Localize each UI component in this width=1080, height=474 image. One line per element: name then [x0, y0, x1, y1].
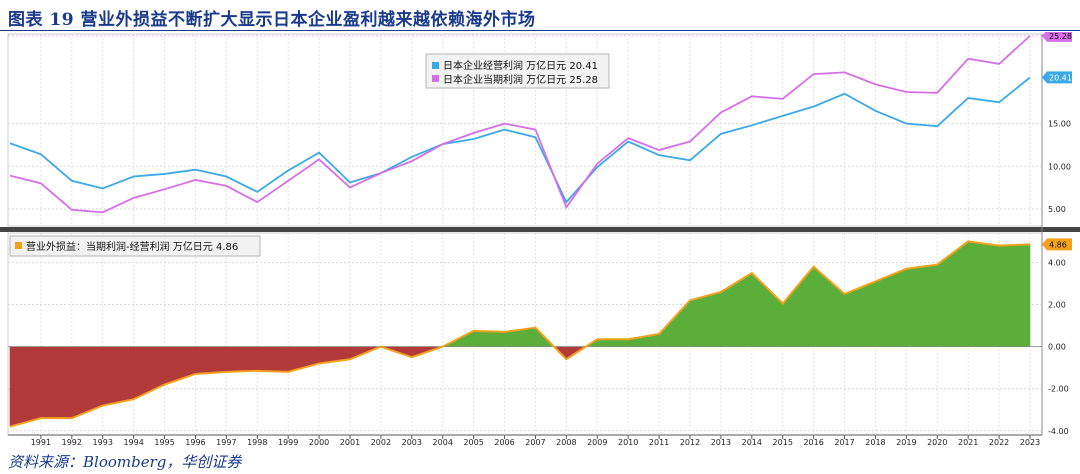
x-tick-label: 2011 [649, 438, 669, 447]
x-tick-labels: 1991 1992 1993 1994 1995 1996 1997 1998 1999 2000… [31, 435, 1040, 447]
difference-last-value-tag-label: 4.86 [1049, 240, 1067, 249]
x-tick-label: 2007 [525, 438, 545, 447]
x-tick-label: 2000 [309, 438, 329, 447]
x-tick-label: 2014 [742, 438, 762, 447]
x-tick-label: 2001 [340, 438, 360, 447]
bottom-legend-box [9, 235, 261, 257]
x-tick-label: 1994 [123, 438, 143, 447]
x-tick-label: 2019 [896, 438, 916, 447]
line-layer [9, 35, 1031, 428]
bottom-y-tick-label: 0.00 [1048, 343, 1066, 352]
positive-area-segment [998, 244, 1031, 347]
top-grid [8, 34, 1042, 226]
legend-label-current: 日本企业当期利润 万亿日元 25.28 [443, 73, 598, 86]
y-tick-labels: 5.00 10.00 15.00 -4.00 -2.00 0.00 2.00 4.00 [1048, 120, 1071, 436]
negative-area-segment [102, 346, 134, 406]
legend-swatch-difference [15, 242, 22, 249]
x-tick-label: 1991 [31, 438, 51, 447]
x-tick-label: 2008 [556, 438, 576, 447]
positive-area-segment [967, 241, 1000, 347]
top-legend-box [425, 53, 610, 89]
negative-area-segment [226, 346, 258, 373]
positive-area-segment [596, 338, 629, 347]
legend-label-operating: 日本企业经营利润 万亿日元 20.41 [443, 59, 598, 72]
last-value-tags: 25.28 20.41 4.86 [8, 32, 1072, 251]
x-tick-label: 1998 [247, 438, 267, 447]
top-y-tick-label: 10.00 [1048, 162, 1071, 171]
negative-area-segment [195, 346, 227, 375]
x-tick-label: 2002 [371, 438, 391, 447]
negative-area-segment [9, 346, 42, 427]
bottom-y-tick-label: -2.00 [1048, 385, 1069, 394]
x-tick-label: 2013 [711, 438, 731, 447]
operating-profit-line [9, 76, 1031, 204]
top-y-tick-label: 5.00 [1048, 205, 1066, 214]
current-profit-last-value-tag-box [1042, 32, 1072, 42]
x-tick-label: 1992 [62, 438, 82, 447]
x-tick-label: 1999 [278, 438, 298, 447]
positive-area-segment [689, 291, 722, 347]
bottom-legend: 营业外损益：当期利润-经营利润 万亿日元 4.86 [9, 235, 261, 257]
legend-label-difference: 营业外损益：当期利润-经营利润 万亿日元 4.86 [26, 240, 238, 253]
operating-profit-last-value-tag-box [1042, 71, 1072, 84]
x-tick-label: 1997 [216, 438, 236, 447]
x-tick-label: 2018 [865, 438, 885, 447]
operating-profit-last-value-tag-label: 20.41 [1049, 73, 1072, 82]
x-tick-label: 2005 [463, 438, 483, 447]
x-tick-label: 2023 [1020, 438, 1040, 447]
top-legend: 日本企业经营利润 万亿日元 20.41 日本企业当期利润 万亿日元 25.28 [425, 53, 610, 89]
x-tick-label: 2009 [587, 438, 607, 447]
x-tick-label: 2017 [834, 438, 854, 447]
x-tick-label: 2003 [402, 438, 422, 447]
title-rule [0, 30, 1080, 31]
positive-area-segment [473, 330, 505, 347]
x-tick-label: 2022 [989, 438, 1009, 447]
x-tick-label: 2020 [927, 438, 947, 447]
positive-area-segment [906, 264, 938, 347]
negative-area-segment [256, 346, 289, 373]
x-tick-label: 2010 [618, 438, 638, 447]
source-note: 资料来源：Bloomberg，华创证券 [8, 453, 242, 471]
x-tick-label: 2006 [494, 438, 514, 447]
x-tick-label: 2004 [433, 438, 453, 447]
legend-swatch-operating [432, 62, 439, 69]
difference-last-value-tag-box [1042, 238, 1072, 251]
x-tick-label: 1993 [93, 438, 113, 447]
chart: 5.00 10.00 15.00 -4.00 -2.00 0.00 2.00 4.00 199… [0, 32, 1080, 447]
x-tick-label: 1996 [185, 438, 205, 447]
panel-separator [0, 227, 1080, 232]
x-tick-label: 2021 [958, 438, 978, 447]
figure-title: 图表 19 营业外损益不断扩大显示日本企业盈利越来越依赖海外市场 [8, 10, 536, 30]
top-y-tick-label: 15.00 [1048, 120, 1071, 129]
bottom-y-tick-label: -4.00 [1048, 427, 1069, 436]
x-tick-label: 2016 [803, 438, 823, 447]
x-tick-label: 2012 [680, 438, 700, 447]
difference-line [9, 240, 1031, 428]
bottom-y-tick-label: 4.00 [1048, 258, 1066, 267]
bottom-y-tick-label: 2.00 [1048, 301, 1066, 310]
current-profit-line [9, 35, 1031, 214]
negative-area-segment [40, 346, 73, 419]
x-tick-label: 1995 [154, 438, 174, 447]
current-profit-last-value-tag-label: 25.28 [1049, 32, 1072, 41]
x-tick-label: 2015 [773, 438, 793, 447]
legend-swatch-current [432, 75, 439, 82]
